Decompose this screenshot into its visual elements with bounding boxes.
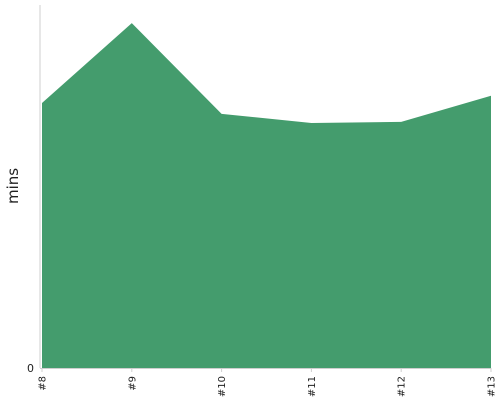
x-tick-label: #8 [38, 376, 49, 391]
x-tick-label: #13 [487, 376, 498, 397]
plot-area [42, 23, 491, 369]
y-tick-label: 0 [27, 362, 34, 375]
x-tick-label: #10 [217, 376, 228, 397]
x-tick-label: #11 [307, 376, 318, 397]
x-tick-label: #9 [127, 376, 138, 391]
area-series [42, 23, 491, 369]
axis-labels: mins [4, 168, 22, 204]
x-tick-label: #12 [397, 376, 408, 397]
axes: 0 #8 #9 #10 #11 #12 #13 [27, 5, 498, 397]
y-axis-label: mins [4, 168, 22, 204]
